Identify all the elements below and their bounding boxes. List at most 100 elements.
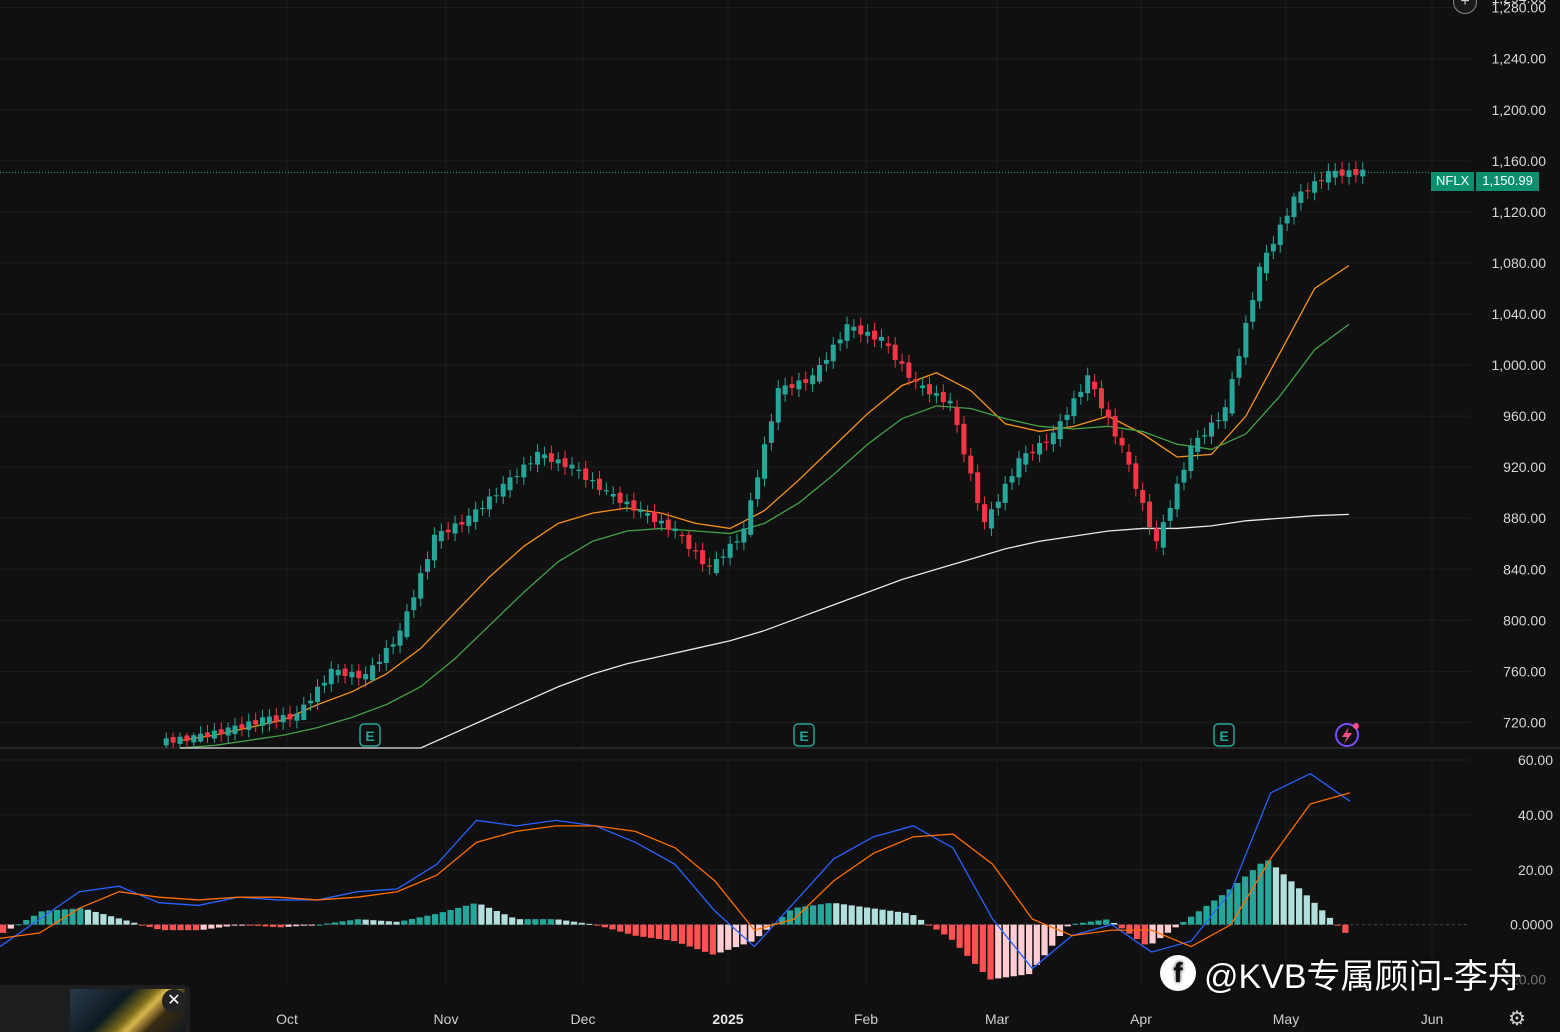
price-tag-symbol: NFLX (1431, 172, 1475, 191)
macd-histogram-bar (663, 924, 670, 941)
candle-body (982, 504, 988, 523)
candle-body (988, 509, 994, 529)
macd-histogram-bar (987, 924, 994, 980)
macd-histogram-bar (1188, 916, 1195, 925)
price-axis: 1,280.00 1,240.00 1,200.00 1,160.00 1,120.00… (1492, 0, 1547, 730)
earnings-marker: E (1213, 723, 1235, 747)
candle-body (370, 665, 376, 681)
macd-histogram-bar (1164, 924, 1172, 933)
macd-histogram-bar (956, 924, 963, 948)
candle-body (1160, 522, 1166, 548)
candle-body (1325, 171, 1331, 183)
candle-body (363, 673, 369, 680)
candle-body (782, 385, 788, 395)
event-bolt-dot (1353, 723, 1359, 729)
macd-histogram-bar (416, 917, 423, 925)
macd-histogram-bar (802, 906, 809, 925)
macd-histogram-bar (833, 903, 840, 925)
macd-histogram-bar (894, 911, 902, 925)
candle-body (1112, 416, 1118, 437)
candle-body (321, 682, 327, 686)
candle-body (280, 715, 286, 723)
macd-histogram-bar (378, 920, 385, 925)
candle-body (865, 331, 871, 336)
ma-line-2 (179, 323, 1350, 749)
macd-histogram-bar (131, 922, 138, 925)
macd-histogram-bar (254, 924, 261, 926)
candle-body (596, 478, 602, 491)
macd-histogram-bar (1134, 924, 1141, 940)
macd-histogram-bar (686, 924, 693, 947)
candle-body (1229, 379, 1235, 414)
macd-histogram-bar (1257, 863, 1264, 925)
macd-histogram-bar (401, 920, 408, 925)
macd-histogram-bar (609, 924, 616, 930)
candle-body (1236, 356, 1242, 378)
candle-body (301, 704, 307, 720)
candle-body (335, 669, 341, 676)
candle-body (645, 513, 651, 516)
candle-body (191, 735, 197, 743)
macd-histogram-bar (1010, 924, 1017, 977)
candle-body (1222, 407, 1228, 422)
macd-histogram-bar (200, 924, 207, 930)
candle-body (1208, 422, 1214, 437)
price-axis-label: 1,200.00 (1492, 102, 1547, 118)
macd-histogram-bar (1296, 888, 1303, 925)
candle-body (1167, 508, 1173, 521)
macd-histogram-bar (339, 921, 346, 925)
ma-line-1 (179, 264, 1350, 741)
time-axis-label: Dec (571, 1011, 596, 1027)
candle-body (858, 325, 864, 335)
price-axis-label: 1,080.00 (1492, 255, 1547, 271)
macd-histogram-bar (732, 924, 740, 948)
candle-body (713, 559, 719, 574)
macd-histogram-bar (393, 921, 400, 925)
macd-histogram-bar (779, 916, 786, 925)
macd-histogram-bar (1272, 867, 1280, 925)
candle-body (1181, 469, 1187, 483)
macd-histogram-bar (7, 924, 14, 929)
price-axis-label-top: 1,294.05 (1492, 0, 1547, 6)
macd-histogram-bar (694, 924, 701, 950)
candle-body (1332, 170, 1338, 178)
candle-body (246, 721, 252, 730)
candle-body (1353, 169, 1359, 176)
macd-lines (0, 772, 1351, 970)
candle-body (872, 330, 878, 340)
candle-body (693, 550, 699, 552)
candle-body (397, 630, 403, 646)
macd-histogram-bar (354, 919, 362, 925)
candle-body (706, 565, 712, 567)
macd-histogram-bar (432, 914, 439, 925)
candle-body (913, 379, 919, 382)
price-axis-label: 1,040.00 (1492, 306, 1547, 322)
macd-histogram-bar (887, 910, 894, 925)
macd-histogram-bar (177, 924, 184, 931)
price-axis-label: 1,120.00 (1492, 204, 1547, 220)
candle-body (968, 455, 974, 474)
macd-histogram-bar (1226, 889, 1233, 925)
candle-body (1339, 169, 1345, 176)
settings-gear-icon[interactable]: ⚙ (1508, 1008, 1526, 1030)
macd-histogram-bar (1041, 924, 1048, 956)
close-icon[interactable]: ✕ (162, 989, 186, 1013)
candle-body (1257, 266, 1263, 302)
candle-body (205, 732, 211, 738)
candle-body (459, 522, 465, 525)
price-axis-label: 880.00 (1503, 510, 1546, 526)
video-thumbnail[interactable]: ✕ (0, 985, 190, 1032)
candle-body (541, 454, 547, 459)
candle-body (473, 509, 479, 523)
macd-histogram-bar (740, 924, 747, 945)
macd-histogram-bar (262, 924, 269, 927)
macd-histogram-bar (216, 924, 223, 928)
time-axis-label: Apr (1130, 1011, 1152, 1027)
candle-body (287, 713, 293, 720)
earnings-marker-box (1213, 723, 1235, 747)
macd-histogram-bar (1072, 923, 1079, 925)
candle-body (734, 541, 740, 543)
candle-body (1360, 169, 1366, 177)
earnings-marker-box (359, 723, 381, 747)
